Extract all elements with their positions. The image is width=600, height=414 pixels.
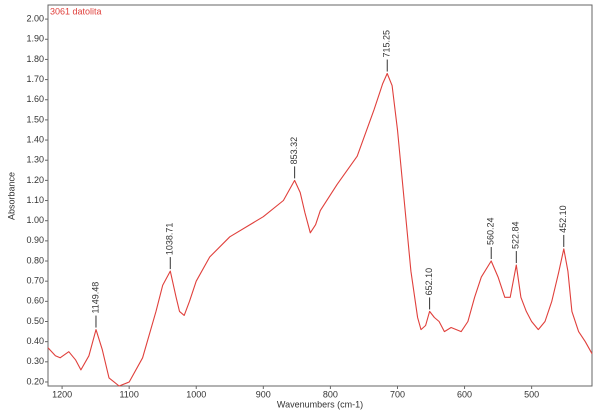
x-tick-label: 1100 xyxy=(119,389,138,399)
x-tick-label: 1200 xyxy=(52,389,72,399)
x-tick-label: 900 xyxy=(256,389,271,399)
peak-label: 1038.71 xyxy=(165,223,175,256)
x-tick-label: 500 xyxy=(524,389,539,399)
y-tick-label: 2.00 xyxy=(26,13,44,23)
y-tick-label: 1.50 xyxy=(26,114,44,124)
y-tick-label: 1.90 xyxy=(26,34,44,44)
y-axis-label: Absorbance xyxy=(6,172,16,220)
peak-label: 853.32 xyxy=(289,137,299,165)
y-tick-label: 1.10 xyxy=(26,195,44,205)
spectrum-line xyxy=(47,72,593,387)
chart-title: 3061 datolita xyxy=(50,6,102,16)
x-tick-label: 700 xyxy=(390,389,405,399)
y-tick-label: 0.40 xyxy=(26,336,44,346)
y-tick-label: 0.70 xyxy=(26,276,44,286)
y-tick-label: 0.50 xyxy=(26,316,44,326)
y-tick-label: 1.00 xyxy=(26,215,44,225)
peak-label: 522.84 xyxy=(511,222,521,250)
y-tick-label: 1.30 xyxy=(26,155,44,165)
x-tick-label: 1000 xyxy=(186,389,206,399)
y-tick-label: 1.60 xyxy=(26,94,44,104)
plot-frame xyxy=(47,4,593,387)
y-tick-label: 1.40 xyxy=(26,134,44,144)
x-tick-label: 600 xyxy=(457,389,472,399)
peak-label: 452.10 xyxy=(558,205,568,233)
y-tick-label: 1.20 xyxy=(26,175,44,185)
peak-label: 715.25 xyxy=(382,30,392,58)
y-tick-label: 0.80 xyxy=(26,255,44,265)
peak-label: 1149.48 xyxy=(90,282,100,314)
x-tick-label: 800 xyxy=(323,389,338,399)
peak-label: 560.24 xyxy=(486,217,496,245)
y-tick-label: 0.20 xyxy=(26,376,44,386)
peak-label: 652.10 xyxy=(424,268,434,296)
y-tick-label: 0.30 xyxy=(26,356,44,366)
y-tick-label: 0.60 xyxy=(26,296,44,306)
x-axis-label: Wavenumbers (cm-1) xyxy=(277,399,363,409)
y-tick-label: 1.80 xyxy=(26,54,44,64)
y-tick-label: 1.70 xyxy=(26,74,44,84)
y-tick-label: 0.90 xyxy=(26,235,44,245)
